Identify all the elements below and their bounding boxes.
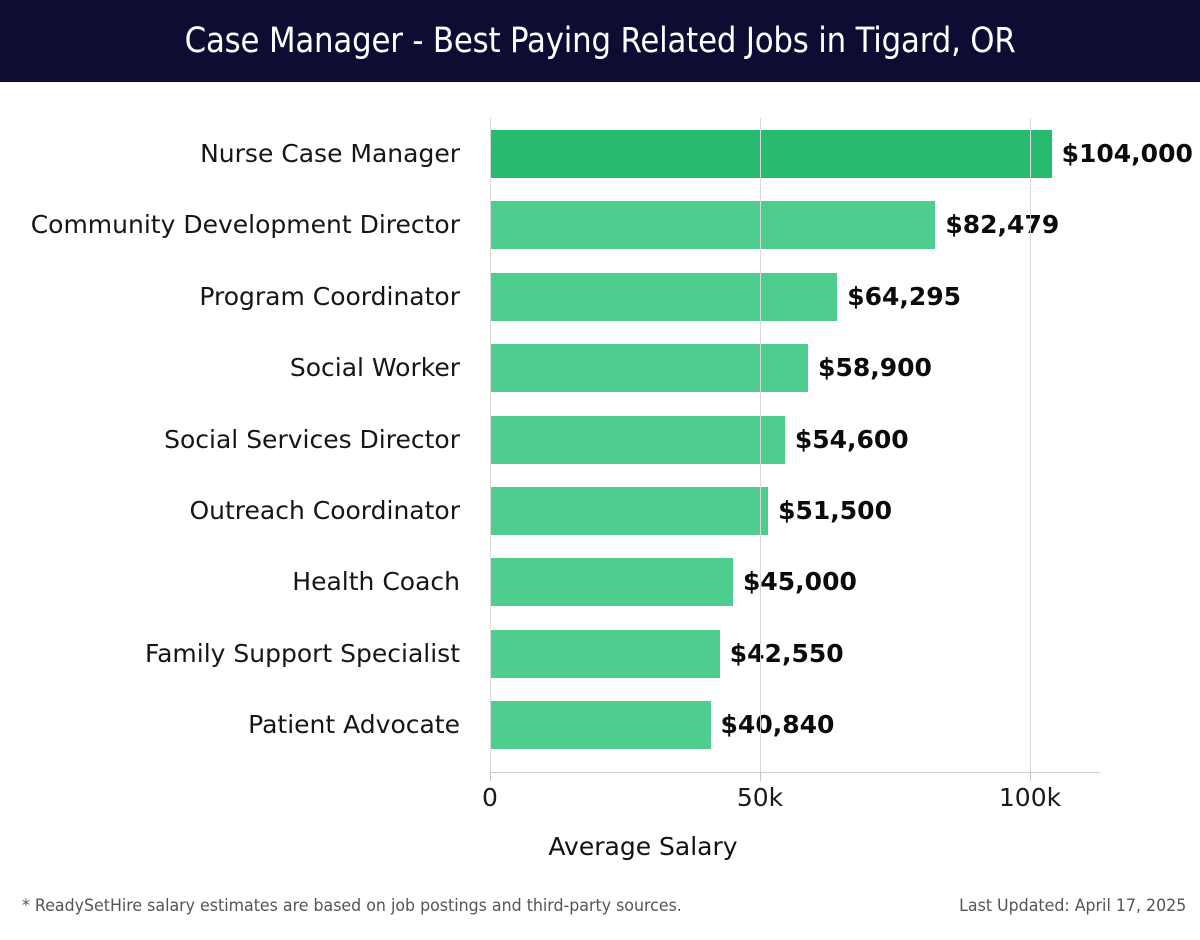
bar[interactable]: [490, 629, 720, 678]
x-tick-label: 50k: [736, 783, 784, 812]
gridline-100k: [1030, 118, 1031, 772]
bar-value-label: $54,600: [794, 424, 909, 454]
x-axis-title-label: Average Salary: [548, 832, 738, 861]
gridline-0: [490, 118, 491, 772]
bar-row[interactable]: Patient Advocate $40,840: [0, 701, 1200, 750]
bar-row[interactable]: Family Support Specialist $42,550: [0, 629, 1200, 678]
bar-value-label: $45,000: [743, 567, 857, 597]
bar-row[interactable]: Social Services Director $54,600: [0, 415, 1200, 464]
bar-category-label: Program Coordinator: [199, 281, 460, 311]
chart-footer: * ReadySetHire salary estimates are base…: [0, 896, 1200, 940]
bar-value-label: $64,295: [847, 281, 962, 311]
bar-category-label: Health Coach: [292, 567, 460, 597]
chart-header: Case Manager - Best Paying Related Jobs …: [0, 0, 1200, 82]
bar-value-label: $42,550: [729, 638, 844, 668]
bar-value-label: $40,840: [720, 710, 835, 740]
bar-row[interactable]: Community Development Director $82,479: [0, 201, 1200, 250]
bar-category-label: Social Worker: [289, 353, 460, 383]
bar-category-label: Social Services Director: [164, 424, 460, 454]
bar-value-label: $51,500: [778, 496, 892, 525]
bar-category-label: Family Support Specialist: [144, 638, 460, 668]
bar[interactable]: [490, 558, 733, 607]
bar[interactable]: [490, 130, 1052, 178]
bar-row[interactable]: Program Coordinator $64,295: [0, 272, 1200, 321]
bar-value-label: $82,479: [945, 210, 1060, 240]
bar-row[interactable]: Social Worker $58,900: [0, 344, 1200, 393]
x-tick-label: 100k: [998, 783, 1062, 812]
bar-row[interactable]: Health Coach $45,000: [0, 558, 1200, 607]
tick-mark-100k: [1030, 772, 1031, 781]
x-tick-label: 0: [482, 783, 498, 812]
bar-value-label: $58,900: [818, 353, 932, 383]
bar[interactable]: [490, 272, 838, 321]
bar-category-label: Patient Advocate: [248, 710, 460, 740]
bar[interactable]: [490, 201, 936, 250]
bar-category-label: Community Development Director: [30, 210, 460, 240]
bar-row[interactable]: Outreach Coordinator $51,500: [0, 487, 1200, 535]
bar[interactable]: [490, 415, 785, 464]
bar-category-label: Outreach Coordinator: [189, 496, 460, 525]
footer-disclaimer: * ReadySetHire salary estimates are base…: [22, 896, 682, 916]
x-axis-line: [490, 772, 1100, 773]
bar[interactable]: [490, 344, 809, 393]
tick-mark-50k: [760, 772, 761, 781]
bar-value-label: $104,000: [1061, 139, 1193, 168]
bar-category-label: Nurse Case Manager: [200, 139, 460, 168]
gridline-50k: [760, 118, 761, 772]
bar-row[interactable]: Nurse Case Manager $104,000: [0, 130, 1200, 178]
page-title: Case Manager - Best Paying Related Jobs …: [184, 21, 1016, 61]
footer-last-updated: Last Updated: April 17, 2025: [958, 896, 1186, 916]
tick-mark-0: [490, 772, 491, 781]
bar[interactable]: [490, 701, 711, 750]
bar[interactable]: [490, 487, 769, 535]
x-axis-title: Average Salary: [0, 832, 1200, 861]
